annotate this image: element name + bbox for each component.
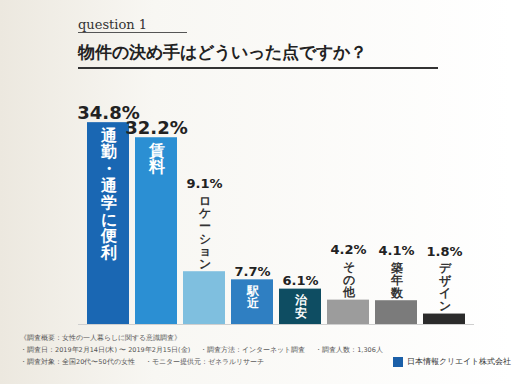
svg-text:駅近: 駅近 — [246, 284, 260, 311]
svg-text:7.7%: 7.7% — [234, 264, 270, 279]
html-text:・モニター提供元：ゼネラルリサーチ: ・モニター提供元：ゼネラルリサーチ — [144, 358, 264, 366]
svg-text:4.2%: 4.2% — [330, 242, 366, 257]
svg-text:6.1%: 6.1% — [282, 273, 318, 288]
html-text:・調査対象：全国20代〜50代の女性: ・調査対象：全国20代〜50代の女性 — [20, 358, 135, 366]
svg-text:9.1%: 9.1% — [186, 176, 222, 191]
html-text:・調査日：2019年2月14日(木) 〜 2019年2月15: ・調査日：2019年2月14日(木) 〜 2019年2月15日(金) — [20, 346, 191, 354]
svg-text:1.8%: 1.8% — [426, 244, 462, 259]
svg-text:治安: 治安 — [294, 293, 308, 320]
html-text:・調査方法：インターネット調査: ・調査方法：インターネット調査 — [200, 346, 306, 354]
svg-text:4.1%: 4.1% — [378, 243, 414, 258]
svg-text:ロケーション: ロケーション — [198, 194, 211, 271]
svg-text:デザイン: デザイン — [439, 261, 452, 313]
html-text:日本情報クリエイト株式会社: 日本情報クリエイト株式会社 — [406, 357, 511, 366]
html-text:・調査人数：1,306人: ・調査人数：1,306人 — [315, 346, 383, 354]
svg-text:その他: その他 — [342, 260, 356, 299]
svg-text:32.2%: 32.2% — [125, 117, 187, 138]
svg-text:築年数: 築年数 — [390, 261, 404, 300]
svg-text:通勤・通学に便利: 通勤・通学に便利 — [100, 126, 118, 263]
html-text:《調査概要：女性の一人暮らしに関する意識調査》: 《調査概要：女性の一人暮らしに関する意識調査》 — [20, 334, 181, 342]
html-text:question 1: question 1 — [78, 17, 147, 32]
svg-text:34.8%: 34.8% — [77, 101, 140, 123]
html-text:物件の決め手はどういった点ですか？: 物件の決め手はどういった点ですか？ — [78, 42, 367, 62]
svg-text:賃料: 賃料 — [148, 141, 165, 177]
